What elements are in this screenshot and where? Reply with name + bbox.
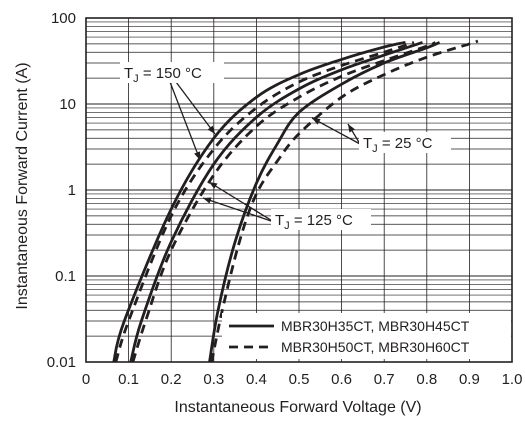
leader-line	[208, 181, 275, 223]
x-tick-label: 0.1	[118, 371, 139, 388]
annotation-25c: TJ = 25 °C	[359, 132, 451, 155]
y-tick-label: 0.01	[47, 354, 76, 371]
annotation-125c: TJ = 125 °C	[271, 209, 371, 232]
annotation-background	[120, 62, 224, 83]
series-layer	[112, 39, 479, 363]
arrow-head	[312, 118, 321, 125]
x-tick-label: 0.9	[459, 371, 480, 388]
x-tick-label: 0.4	[246, 371, 267, 388]
leader-line	[175, 81, 216, 135]
series-line-solid	[112, 41, 406, 363]
series-line-dashed	[114, 41, 415, 363]
y-axis-title: Instantaneous Forward Current (A)	[14, 62, 31, 309]
x-tick-label: 0.8	[416, 371, 437, 388]
x-tick-label: 1.0	[502, 371, 523, 388]
y-tick-label: 0.1	[55, 268, 76, 285]
legend-label: MBR30H50CT, MBR30H60CT	[281, 339, 470, 355]
annotation-background	[271, 209, 371, 230]
annotation-label: TJ = 150 °C	[124, 65, 202, 85]
y-tick-label: 10	[59, 96, 76, 113]
series-line-solid	[129, 41, 423, 363]
series-line-dashed	[131, 41, 436, 363]
x-tick-label: 0.6	[331, 371, 352, 388]
annotation-150c: TJ = 150 °C	[120, 62, 224, 85]
leader-line	[202, 197, 275, 223]
arrow-head	[194, 151, 201, 160]
annotation-label: TJ = 25 °C	[363, 135, 433, 155]
series-line-solid	[208, 41, 441, 363]
leader-line	[169, 81, 201, 161]
x-tick-label: 0	[82, 371, 90, 388]
x-tick-label: 0.2	[161, 371, 182, 388]
x-tick-label: 0.5	[289, 371, 310, 388]
arrow-head	[203, 197, 212, 204]
annotations: TJ = 150 °C TJ = 25 °C TJ = 125 °C	[120, 62, 451, 232]
y-tick-label: 1	[68, 182, 76, 199]
annotation-label: TJ = 125 °C	[275, 212, 353, 232]
x-tick-label: 0.7	[374, 371, 395, 388]
legend-box	[222, 313, 511, 359]
legend-label: MBR30H35CT, MBR30H45CT	[281, 318, 470, 334]
arrow-head	[348, 124, 355, 133]
tick-labels: 0 0.1 0.2 0.3 0.4 0.5 0.6 0.7 0.8 0.9 1.0 0.01 0.1 1 1…	[47, 10, 523, 388]
annotation-background	[359, 132, 451, 153]
x-tick-label: 0.3	[203, 371, 224, 388]
y-tick-label: 100	[51, 10, 76, 27]
series-line-dashed	[210, 39, 479, 363]
legend: MBR30H35CT, MBR30H45CT MBR30H50CT, MBR30H…	[222, 313, 511, 359]
arrow-head	[209, 182, 218, 189]
x-axis-title: Instantaneous Forward Voltage (V)	[174, 399, 421, 416]
leader-line	[311, 117, 361, 145]
plot-frame	[85, 17, 513, 363]
arrow-head	[207, 125, 215, 134]
